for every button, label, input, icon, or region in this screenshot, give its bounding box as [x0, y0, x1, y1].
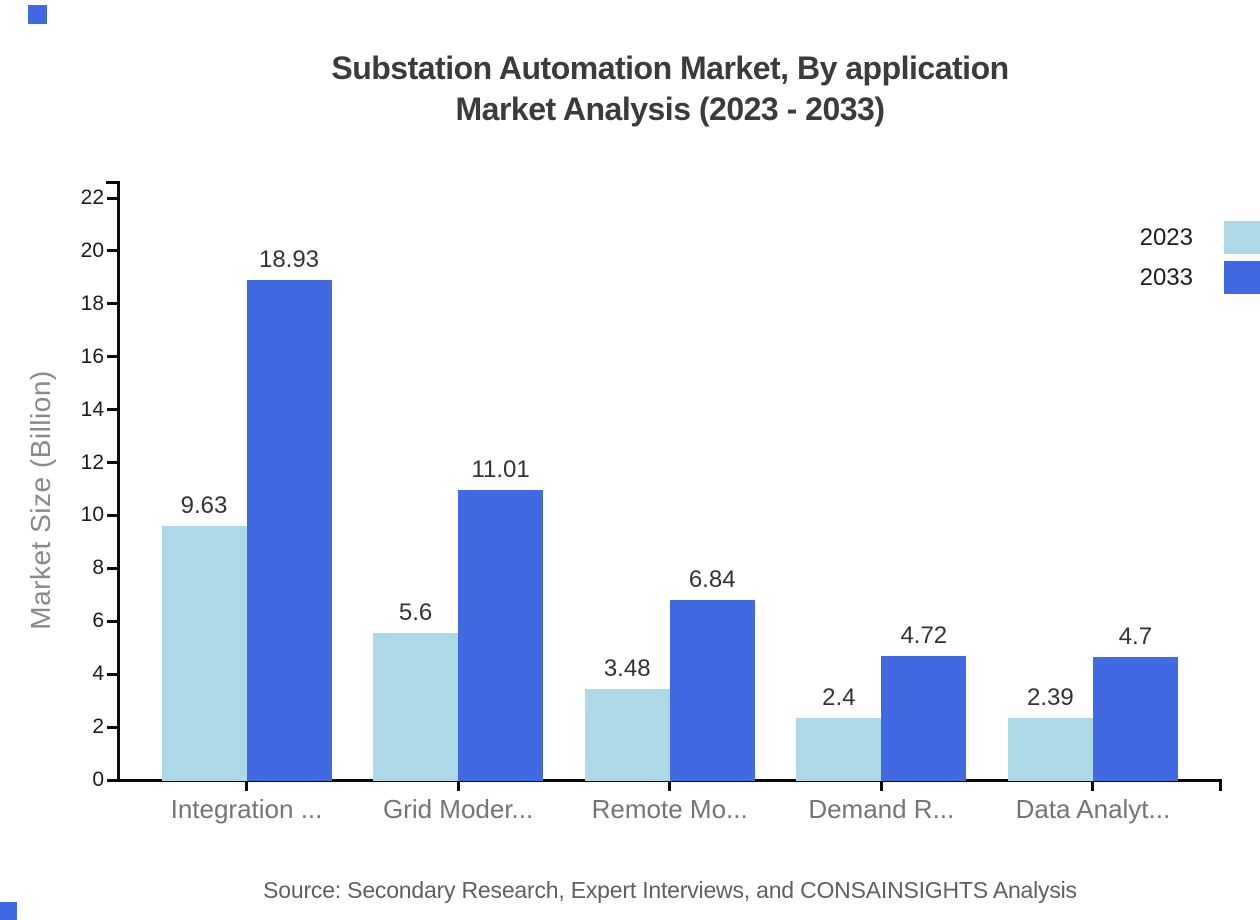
bar-value-label: 2.4	[822, 683, 856, 711]
y-tick	[107, 725, 118, 729]
y-tick-label: 2	[92, 715, 104, 739]
y-tick-label: 14	[80, 397, 104, 421]
bar-2023	[796, 717, 882, 781]
y-tick-label: 4	[92, 662, 104, 686]
bar-value-label: 6.84	[688, 566, 736, 594]
y-tick	[107, 461, 118, 465]
bar-2033	[246, 280, 332, 781]
y-tick	[107, 302, 118, 306]
x-tick	[1091, 782, 1095, 791]
y-tick	[107, 619, 118, 623]
bar-value-label: 4.7	[1118, 622, 1153, 650]
bar-2033	[458, 489, 544, 781]
x-tick	[668, 782, 672, 791]
bar-value-label: 4.72	[900, 622, 948, 650]
bar-2023	[584, 688, 670, 781]
y-tick	[107, 513, 118, 517]
bar-2023	[161, 526, 247, 781]
x-tick	[245, 782, 248, 791]
x-tick	[456, 782, 460, 791]
bar-value-label: 9.63	[180, 492, 228, 520]
chart-title: Substation Automation Market, By applica…	[80, 48, 1260, 130]
bar-2033	[1092, 656, 1178, 781]
bar-2023	[373, 632, 459, 781]
bar-value-label: 2.39	[1027, 683, 1074, 711]
y-axis-top-cap-tick	[106, 181, 120, 184]
y-tick	[107, 778, 118, 782]
y-tick-label: 0	[92, 768, 104, 791]
y-tick	[107, 566, 118, 570]
bar-value-label: 18.93	[258, 246, 320, 274]
y-tick-label: 10	[80, 503, 104, 527]
x-category-label: Data Analyt...	[1015, 794, 1171, 824]
source-text: Source: Secondary Research, Expert Inter…	[263, 877, 1077, 903]
legend-swatch	[1224, 261, 1260, 294]
y-tick-label: 18	[80, 291, 104, 315]
bar-value-label: 5.6	[398, 598, 433, 626]
x-category-label: Demand R...	[808, 794, 955, 824]
x-axis-end-tick	[1219, 782, 1222, 791]
y-tick-label: 20	[80, 238, 104, 262]
bar-value-label: 11.01	[471, 455, 530, 483]
legend-swatch	[1224, 221, 1260, 254]
x-category-label: Integration ...	[170, 794, 323, 824]
x-tick	[879, 782, 883, 791]
bar-value-label: 3.48	[603, 654, 651, 682]
bar-2033	[881, 656, 967, 781]
y-tick	[107, 355, 118, 359]
chart-title-line2: Market Analysis (2023 - 2033)	[455, 91, 886, 127]
y-tick	[107, 408, 118, 412]
corner-decoration-top-left	[28, 5, 47, 24]
y-tick-label: 8	[92, 556, 104, 580]
y-tick	[107, 196, 118, 200]
y-tick-label: 6	[92, 609, 104, 633]
legend-label: 2033	[1139, 264, 1193, 291]
y-tick-label: 22	[80, 186, 104, 209]
x-category-label: Remote Mo...	[591, 794, 748, 824]
bar-2033	[669, 600, 755, 781]
legend-label: 2023	[1139, 224, 1193, 251]
bar-2023	[1007, 717, 1093, 781]
y-tick	[107, 249, 118, 253]
y-tick-label: 12	[80, 450, 104, 474]
y-axis-title: Market Size (Billion)	[25, 370, 56, 630]
x-category-label: Grid Moder...	[382, 794, 534, 824]
y-tick	[107, 672, 118, 676]
chart-title-line1: Substation Automation Market, By applica…	[331, 50, 1009, 86]
y-tick-label: 16	[80, 344, 104, 368]
corner-decoration-bottom-left	[0, 902, 17, 920]
y-axis-line	[117, 181, 120, 782]
